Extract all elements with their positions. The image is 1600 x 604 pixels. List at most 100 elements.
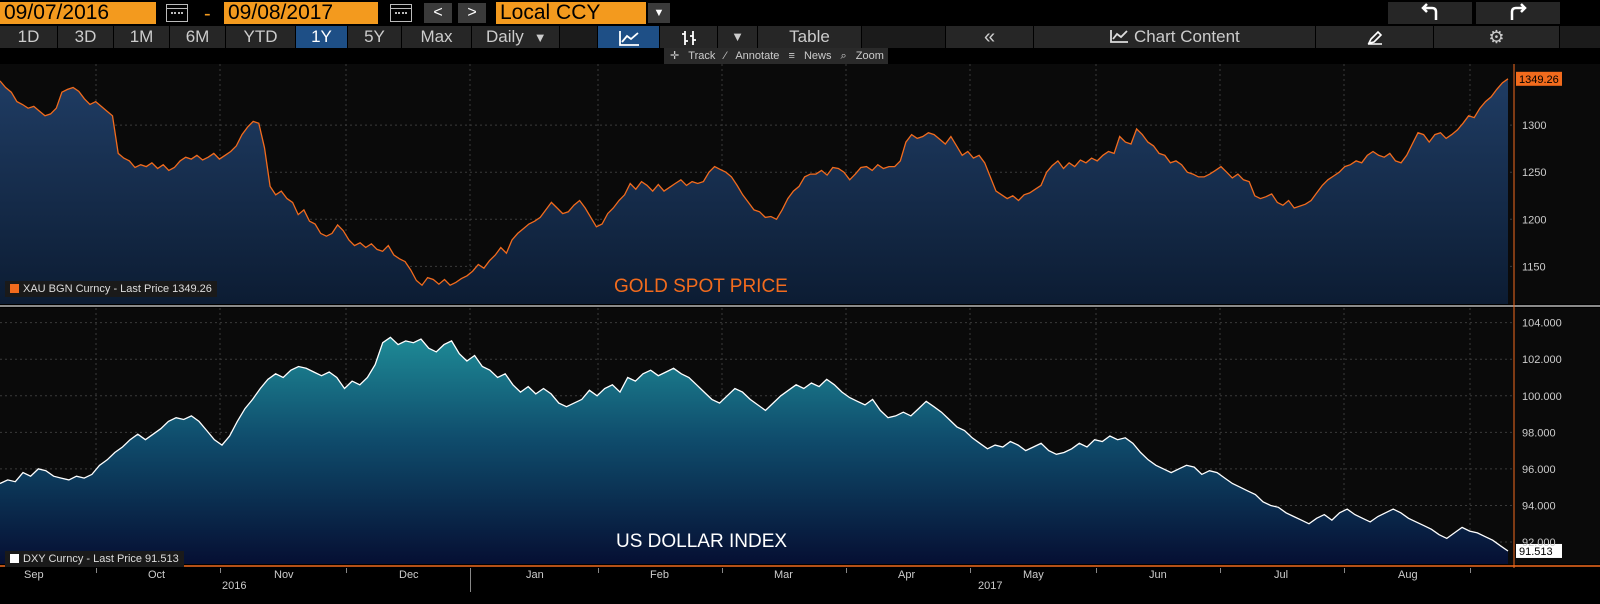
x-tick-mark bbox=[346, 568, 347, 573]
currency-dropdown-icon[interactable]: ▼ bbox=[648, 3, 670, 23]
series-line bbox=[0, 78, 1509, 287]
settings-button[interactable]: ⚙ bbox=[1434, 26, 1560, 48]
y-tick-label: 102.000 bbox=[1522, 354, 1562, 366]
x-year-label: 2016 bbox=[222, 580, 247, 592]
series-area bbox=[0, 78, 1508, 304]
range-1m-button[interactable]: 1M bbox=[114, 26, 170, 48]
range-toolbar: 1D 3D 1M 6M YTD 1Y 5Y Max Daily ▼ ▼ Table… bbox=[0, 26, 1600, 48]
undo-button[interactable] bbox=[1388, 2, 1472, 24]
table-button[interactable]: Table bbox=[758, 26, 862, 48]
x-tick-label: Dec bbox=[399, 569, 419, 581]
edit-button[interactable] bbox=[1316, 26, 1434, 48]
chart-content-icon bbox=[1110, 30, 1129, 43]
redo-button[interactable] bbox=[1476, 2, 1560, 24]
x-tick-label: Sep bbox=[24, 569, 44, 581]
x-tick-mark bbox=[1470, 568, 1471, 573]
redo-icon bbox=[1510, 3, 1527, 20]
y-tick-label: 1300 bbox=[1522, 120, 1546, 132]
x-tick-mark bbox=[970, 568, 971, 573]
last-price-tag bbox=[1516, 543, 1562, 558]
collapse-button[interactable]: « bbox=[946, 26, 1034, 48]
y-tick-label: 98.000 bbox=[1522, 427, 1556, 439]
gold-chart-title: GOLD SPOT PRICE bbox=[614, 276, 788, 297]
undo-icon bbox=[1421, 3, 1438, 20]
start-date-input[interactable]: 09/07/2016 bbox=[0, 2, 156, 24]
prev-period-button[interactable]: < bbox=[424, 3, 452, 23]
dxy-chart-title: US DOLLAR INDEX bbox=[616, 531, 788, 552]
x-tick-mark bbox=[220, 568, 221, 573]
x-tick-label: Jan bbox=[526, 569, 544, 581]
end-date-input[interactable]: 09/08/2017 bbox=[224, 2, 378, 24]
date-separator: - bbox=[204, 3, 211, 25]
news-label: News bbox=[803, 50, 832, 62]
x-tick-label: Jun bbox=[1149, 569, 1167, 581]
series-area bbox=[0, 337, 1508, 564]
x-tick-mark bbox=[1096, 568, 1097, 573]
edit-icon bbox=[1367, 30, 1382, 45]
frequency-dropdown-icon: ▼ bbox=[533, 30, 547, 45]
news-tool[interactable]: ≡ News bbox=[788, 50, 832, 62]
x-axis: Sep Oct Nov Dec Jan Feb Mar Apr May Jun Jul Aug 2016… bbox=[0, 568, 1600, 604]
dxy-legend-swatch bbox=[10, 554, 19, 563]
range-1d-button[interactable]: 1D bbox=[0, 26, 58, 48]
x-tick-label: May bbox=[1023, 569, 1044, 581]
x-tick-label: Nov bbox=[274, 569, 294, 581]
frequency-select[interactable]: Daily ▼ bbox=[472, 26, 560, 48]
x-tick-label: Apr bbox=[898, 569, 916, 581]
gold-series: 1349.26 bbox=[0, 71, 1562, 304]
range-ytd-button[interactable]: YTD bbox=[226, 26, 296, 48]
bar-chart-icon bbox=[681, 30, 696, 45]
y-tick-label: 1200 bbox=[1522, 214, 1546, 226]
gold-legend-swatch bbox=[10, 284, 19, 293]
year-separator bbox=[470, 572, 471, 592]
gold-legend[interactable]: XAU BGN Curncy - Last Price 1349.26 bbox=[5, 281, 217, 297]
dxy-series: 91.513 bbox=[0, 322, 1562, 564]
frequency-label: Daily bbox=[486, 27, 524, 46]
chart-content-button[interactable]: Chart Content bbox=[1034, 26, 1316, 48]
x-tick-mark bbox=[598, 568, 599, 573]
start-calendar-icon[interactable] bbox=[166, 4, 188, 22]
x-tick-label: Aug bbox=[1398, 569, 1418, 581]
x-tick-mark bbox=[96, 568, 97, 573]
annotate-label: Annotate bbox=[735, 50, 780, 62]
x-tick-label: Mar bbox=[774, 569, 793, 581]
next-period-button[interactable]: > bbox=[458, 3, 486, 23]
candle-chart-button[interactable] bbox=[660, 26, 718, 48]
y-tick-label: 94.000 bbox=[1522, 500, 1556, 512]
range-6m-button[interactable]: 6M bbox=[170, 26, 226, 48]
x-tick-label: Feb bbox=[650, 569, 669, 581]
range-1y-button[interactable]: 1Y bbox=[296, 26, 348, 48]
dxy-legend-text: DXY Curncy - Last Price 91.513 bbox=[23, 553, 179, 565]
y-tick-label: 1250 bbox=[1522, 167, 1546, 179]
line-chart-button[interactable] bbox=[598, 26, 660, 48]
y-tick-label: 96.000 bbox=[1522, 464, 1556, 476]
range-max-button[interactable]: Max bbox=[402, 26, 472, 48]
y-tick-label: 100.000 bbox=[1522, 391, 1562, 403]
x-tick-mark bbox=[1220, 568, 1221, 573]
x-tick-mark bbox=[1344, 568, 1345, 573]
x-tick-mark bbox=[846, 568, 847, 573]
range-5y-button[interactable]: 5Y bbox=[348, 26, 402, 48]
zoom-label: Zoom bbox=[855, 50, 884, 62]
dxy-legend[interactable]: DXY Curncy - Last Price 91.513 bbox=[5, 551, 184, 567]
last-price-tag bbox=[1516, 71, 1562, 86]
annotate-tool[interactable]: ⁄ Annotate bbox=[724, 50, 780, 62]
line-chart-icon bbox=[618, 30, 639, 46]
track-label: Track bbox=[688, 50, 716, 62]
series-line bbox=[0, 336, 1509, 552]
x-tick-mark bbox=[470, 568, 471, 573]
y-tick-label: 92.000 bbox=[1522, 537, 1556, 549]
range-3d-button[interactable]: 3D bbox=[58, 26, 114, 48]
toolbar-spacer-2 bbox=[862, 26, 946, 48]
track-tool[interactable]: ✛ Track bbox=[670, 50, 716, 62]
chart-type-dropdown-icon[interactable]: ▼ bbox=[718, 26, 758, 48]
end-calendar-icon[interactable] bbox=[390, 4, 412, 22]
chart-subtools: ✛ Track ⁄ Annotate ≡ News ⌕ Zoom bbox=[664, 48, 888, 64]
currency-select[interactable]: Local CCY bbox=[496, 2, 646, 24]
gold-legend-text: XAU BGN Curncy - Last Price 1349.26 bbox=[23, 283, 212, 295]
chart-area[interactable]: 1349.26 91.513 1150 1200 1250 1300 92.000 94.… bbox=[0, 64, 1600, 568]
y-tick-label: 104.000 bbox=[1522, 318, 1562, 330]
y-axis-ticks: 1150 1200 1250 1300 92.000 94.000 96.000 98.000… bbox=[1522, 120, 1562, 549]
gear-icon: ⚙ bbox=[1488, 27, 1505, 47]
zoom-tool[interactable]: ⌕ Zoom bbox=[840, 50, 884, 62]
